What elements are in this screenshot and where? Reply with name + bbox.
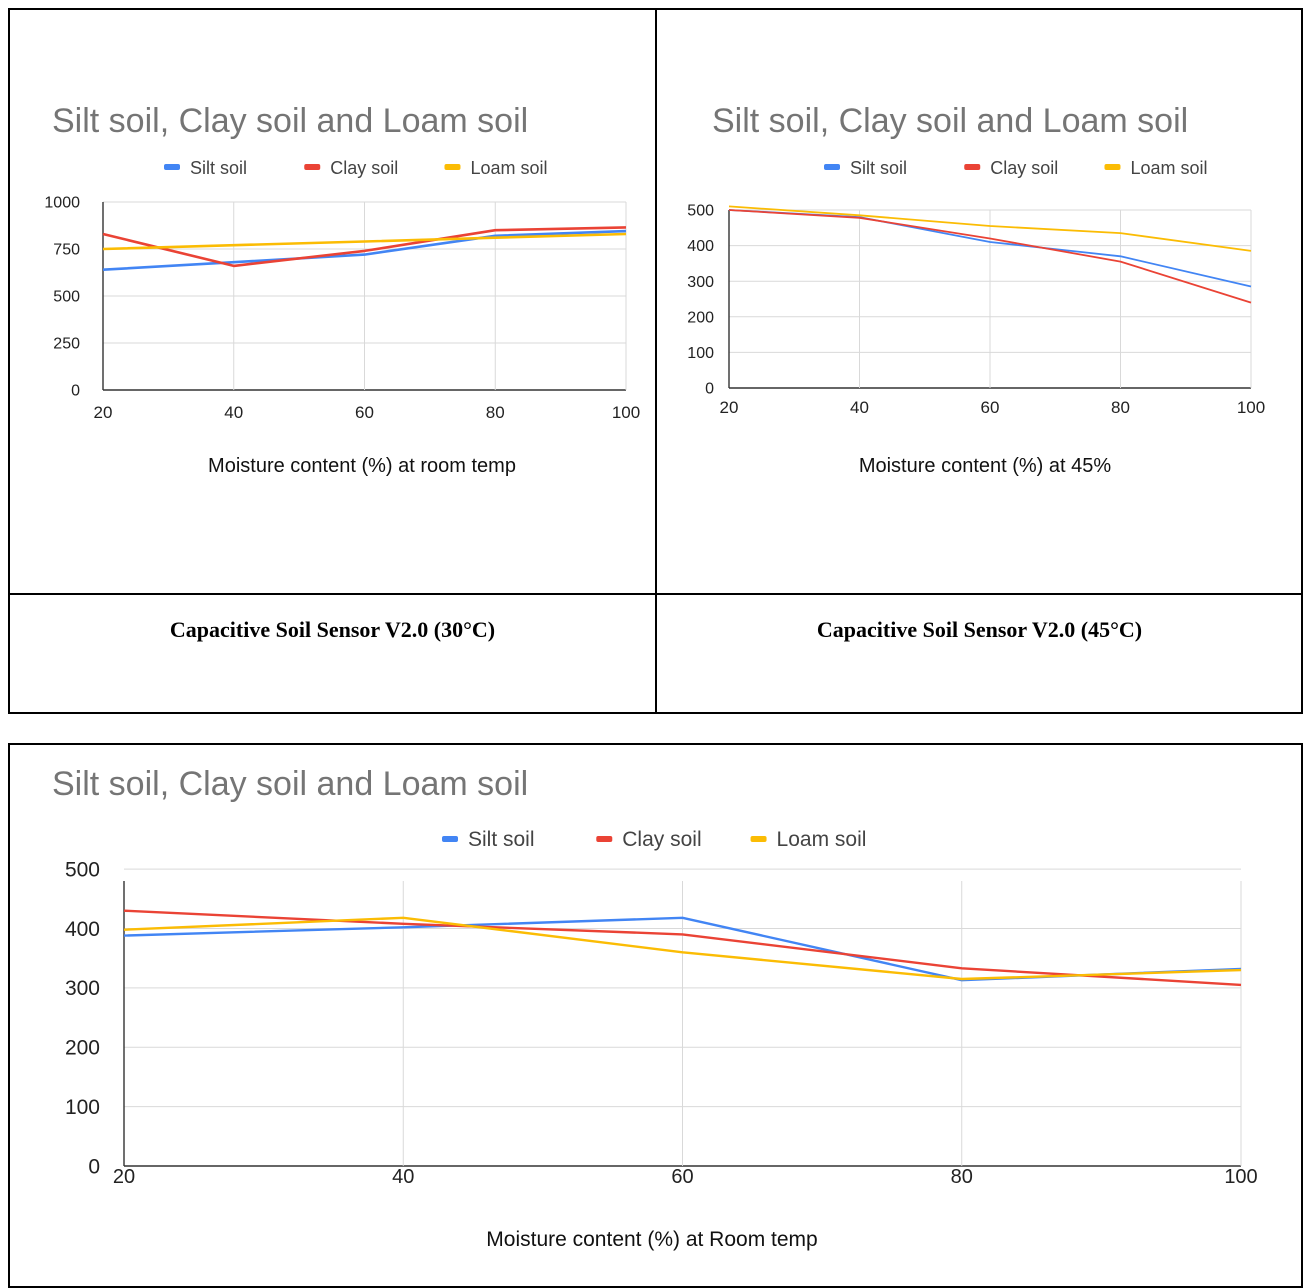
- chart2-legend-swatch: [824, 164, 840, 170]
- chart1-legend-swatch: [164, 164, 180, 170]
- chart1-xtick-label: 40: [224, 403, 243, 422]
- chart1-legend-item: Loam soil: [444, 158, 548, 178]
- chart2-title: Silt soil, Clay soil and Loam soil: [712, 102, 1188, 140]
- chart3-ytick-label: 400: [65, 918, 100, 941]
- chart3-series-line-loam-soil: [123, 916, 1242, 981]
- chart2-xaxis-label: Moisture content (%) at 45%: [859, 455, 1112, 477]
- top-table-row-divider: [8, 593, 1303, 595]
- chart1-legend-label: Clay soil: [330, 158, 398, 178]
- chart2-xtick-label: 20: [720, 398, 739, 417]
- chart1-series-line-silt-soil: [102, 229, 627, 271]
- chart1-xtick-label: 20: [94, 403, 113, 422]
- chart2-legend-item: Silt soil: [824, 158, 907, 178]
- chart1-series-line-loam-soil: [102, 232, 627, 251]
- chart3-ytick-label: 0: [88, 1155, 100, 1178]
- chart3-xtick-label: 20: [113, 1166, 135, 1188]
- caption-right: Capacitive Soil Sensor V2.0 (45°C): [816, 617, 1143, 642]
- chart3-xtick-label: 80: [951, 1166, 973, 1188]
- chart3-legend-swatch: [596, 836, 613, 842]
- chart1-legend-item: Clay soil: [304, 158, 398, 178]
- chart1-xaxis-label: Moisture content (%) at room temp: [208, 455, 516, 477]
- chart1-series-line-clay-soil: [102, 226, 627, 268]
- chart1-ytick-label: 0: [71, 383, 80, 400]
- chart2-xtick-label: 80: [1111, 398, 1130, 417]
- chart2-legend-label: Loam soil: [1130, 158, 1207, 178]
- chart3-legend-item: Clay soil: [596, 828, 702, 851]
- chart1-xtick-label: 80: [486, 403, 505, 422]
- chart2-ytick-label: 400: [687, 238, 714, 255]
- chart2-series-line-loam-soil: [728, 205, 1252, 252]
- chart2-ytick-label: 300: [687, 274, 714, 291]
- chart2-ytick-label: 0: [705, 381, 714, 398]
- chart3-xtick-label: 60: [671, 1166, 693, 1188]
- chart1-legend-label: Loam soil: [470, 158, 547, 178]
- chart3: Silt soil, Clay soil and Loam soil Silt s…: [52, 765, 1258, 1251]
- chart2-xtick-label: 40: [850, 398, 869, 417]
- chart3-ytick-label: 200: [65, 1037, 100, 1060]
- chart1-ytick-label: 750: [53, 242, 80, 259]
- chart1-legend-swatch: [444, 164, 461, 170]
- chart3-xtick-label: 40: [392, 1166, 414, 1188]
- chart1-legend-swatch: [304, 164, 321, 170]
- chart3-ytick-label: 300: [65, 977, 100, 1000]
- chart1-title: Silt soil, Clay soil and Loam soil: [52, 102, 528, 140]
- chart3-ytick-label: 100: [65, 1096, 100, 1119]
- top-table-column-divider: [655, 8, 657, 714]
- chart3-legend-swatch: [442, 836, 458, 842]
- chart2-ytick-label: 500: [687, 203, 714, 220]
- chart2-legend-label: Clay soil: [990, 158, 1058, 178]
- chart1-legend-label: Silt soil: [190, 158, 247, 178]
- chart3-legend-swatch: [750, 836, 767, 842]
- chart1: Silt soil, Clay soil and Loam soil Silt s…: [44, 102, 640, 477]
- chart1-ytick-label: 500: [53, 289, 80, 306]
- chart3-ytick-label: 500: [65, 858, 100, 881]
- chart1-xtick-label: 60: [355, 403, 374, 422]
- chart2-series-line-clay-soil: [728, 209, 1252, 304]
- chart3-series-line-clay-soil: [123, 909, 1242, 987]
- chart2-ytick-label: 200: [687, 309, 714, 326]
- chart2-legend-swatch: [1104, 164, 1121, 170]
- chart1-xtick-label: 100: [612, 403, 640, 422]
- chart2: Silt soil, Clay soil and Loam soil Silt s…: [687, 102, 1265, 477]
- chart3-legend-label: Loam soil: [777, 828, 867, 851]
- chart3-legend-item: Silt soil: [442, 828, 535, 851]
- chart3-legend-item: Loam soil: [750, 828, 867, 851]
- chart3-xtick-label: 100: [1224, 1166, 1257, 1188]
- chart3-title: Silt soil, Clay soil and Loam soil: [52, 765, 528, 803]
- chart3-legend-label: Silt soil: [468, 828, 535, 851]
- chart1-ytick-label: 250: [53, 336, 80, 353]
- chart2-legend-swatch: [964, 164, 981, 170]
- caption-left: Capacitive Soil Sensor V2.0 (30°C): [169, 617, 496, 642]
- chart2-xtick-label: 60: [981, 398, 1000, 417]
- chart2-xtick-label: 100: [1237, 398, 1265, 417]
- chart1-legend-item: Silt soil: [164, 158, 247, 178]
- chart1-ytick-label: 1000: [44, 195, 80, 212]
- chart2-legend-item: Clay soil: [964, 158, 1058, 178]
- chart3-xaxis-label: Moisture content (%) at Room temp: [486, 1228, 817, 1251]
- chart2-legend-label: Silt soil: [850, 158, 907, 178]
- chart3-legend-label: Clay soil: [622, 828, 701, 851]
- chart2-ytick-label: 100: [687, 345, 714, 362]
- chart2-legend-item: Loam soil: [1104, 158, 1208, 178]
